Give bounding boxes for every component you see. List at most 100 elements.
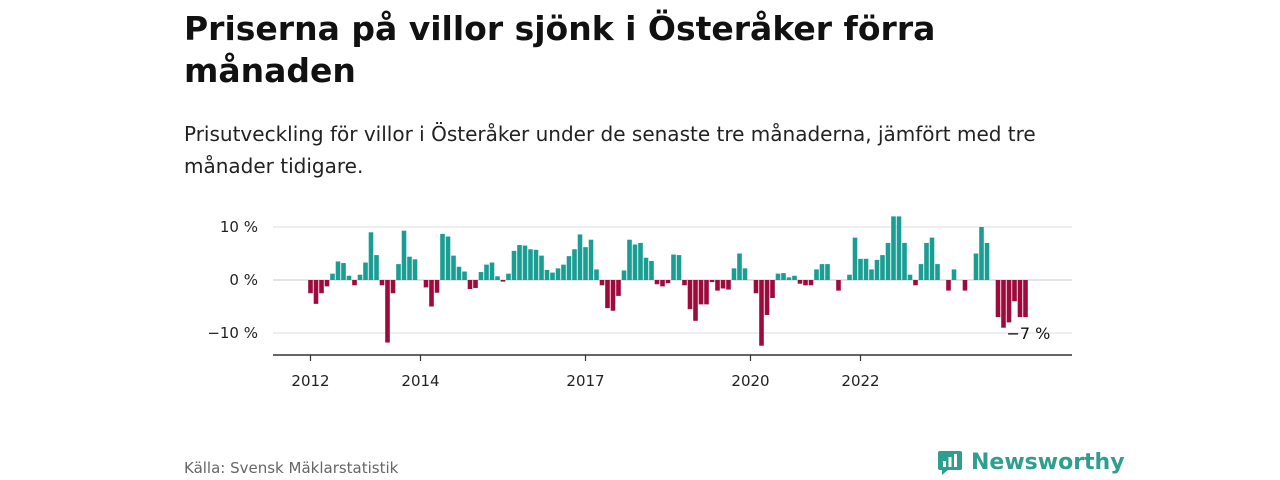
last-value-label: −7 % (1007, 324, 1051, 343)
bar (924, 242, 929, 280)
bar (495, 276, 500, 280)
bar (726, 280, 731, 290)
bar (764, 280, 770, 315)
bar (847, 274, 852, 280)
bar (352, 280, 357, 286)
newsworthy-logo-icon (938, 451, 962, 475)
bar (484, 264, 489, 280)
bar (979, 227, 984, 280)
bar (473, 280, 478, 288)
bar (385, 280, 390, 343)
bar (918, 264, 924, 280)
bar (814, 269, 819, 280)
bar (363, 262, 368, 280)
y-tick-label: −10 % (207, 324, 258, 342)
bar (880, 255, 885, 280)
bar (346, 275, 352, 280)
bar (858, 258, 863, 280)
bar (869, 269, 874, 280)
bar (462, 271, 467, 280)
bar (1012, 280, 1017, 302)
bar (715, 280, 720, 291)
bar (962, 280, 968, 291)
bar (632, 244, 638, 280)
bar (467, 280, 473, 290)
bar (341, 263, 346, 280)
bar (456, 266, 462, 280)
bar (836, 280, 841, 291)
bar (753, 280, 759, 294)
bar (522, 245, 528, 280)
bar (693, 280, 698, 321)
bar (935, 264, 940, 280)
bar (742, 268, 748, 280)
bar (566, 256, 572, 280)
bar (561, 264, 566, 280)
bar (803, 280, 808, 286)
bar (610, 280, 616, 311)
bar (533, 249, 539, 280)
bar (555, 268, 561, 280)
bar (698, 280, 704, 305)
bar (627, 239, 632, 280)
bar (984, 242, 990, 280)
bar (643, 257, 649, 280)
bar (709, 280, 715, 283)
bar (973, 253, 979, 280)
bar (412, 259, 418, 280)
bar (588, 239, 594, 280)
y-tick-label: 0 % (229, 271, 258, 289)
x-tick-label: 2014 (401, 372, 439, 390)
y-tick-label: 10 % (220, 218, 258, 236)
bar (792, 275, 797, 280)
newsworthy-brand[interactable]: Newsworthy (937, 448, 1125, 476)
bar (808, 280, 814, 286)
bar (539, 255, 544, 280)
bar (605, 280, 610, 309)
bar (583, 247, 588, 280)
bar (616, 280, 621, 296)
bar (379, 280, 385, 286)
bar (781, 273, 786, 280)
bar (423, 280, 429, 288)
x-tick-label: 2022 (841, 372, 879, 390)
bar (621, 270, 627, 280)
bar (654, 280, 660, 285)
bar (1017, 280, 1023, 318)
brand-name: Newsworthy (971, 449, 1125, 475)
bar (451, 255, 456, 280)
bar (907, 274, 913, 280)
bar (1001, 280, 1006, 328)
bar (390, 280, 396, 294)
bar (594, 269, 599, 280)
bar (885, 242, 891, 280)
bar (737, 253, 742, 280)
bar (731, 268, 737, 280)
bar (775, 273, 781, 280)
bar (649, 260, 654, 280)
bar (506, 273, 511, 280)
bar (995, 280, 1001, 318)
bar (687, 280, 693, 310)
bar (572, 249, 577, 280)
bar (946, 280, 951, 291)
bar (682, 280, 687, 286)
bar (902, 242, 907, 280)
bar (660, 280, 665, 287)
bar (330, 273, 335, 280)
bar (665, 280, 671, 284)
bar (445, 236, 451, 280)
bar (429, 280, 434, 307)
bar (896, 216, 902, 280)
bar (550, 272, 555, 280)
bar (704, 280, 709, 305)
bar (511, 250, 517, 280)
x-tick-label: 2020 (731, 372, 769, 390)
chart-title: Priserna på villor sjönk i Österåker för… (184, 9, 936, 90)
bar (324, 280, 330, 287)
bar (951, 269, 957, 280)
bar (500, 280, 506, 282)
bar (517, 245, 522, 280)
bar (929, 237, 935, 280)
